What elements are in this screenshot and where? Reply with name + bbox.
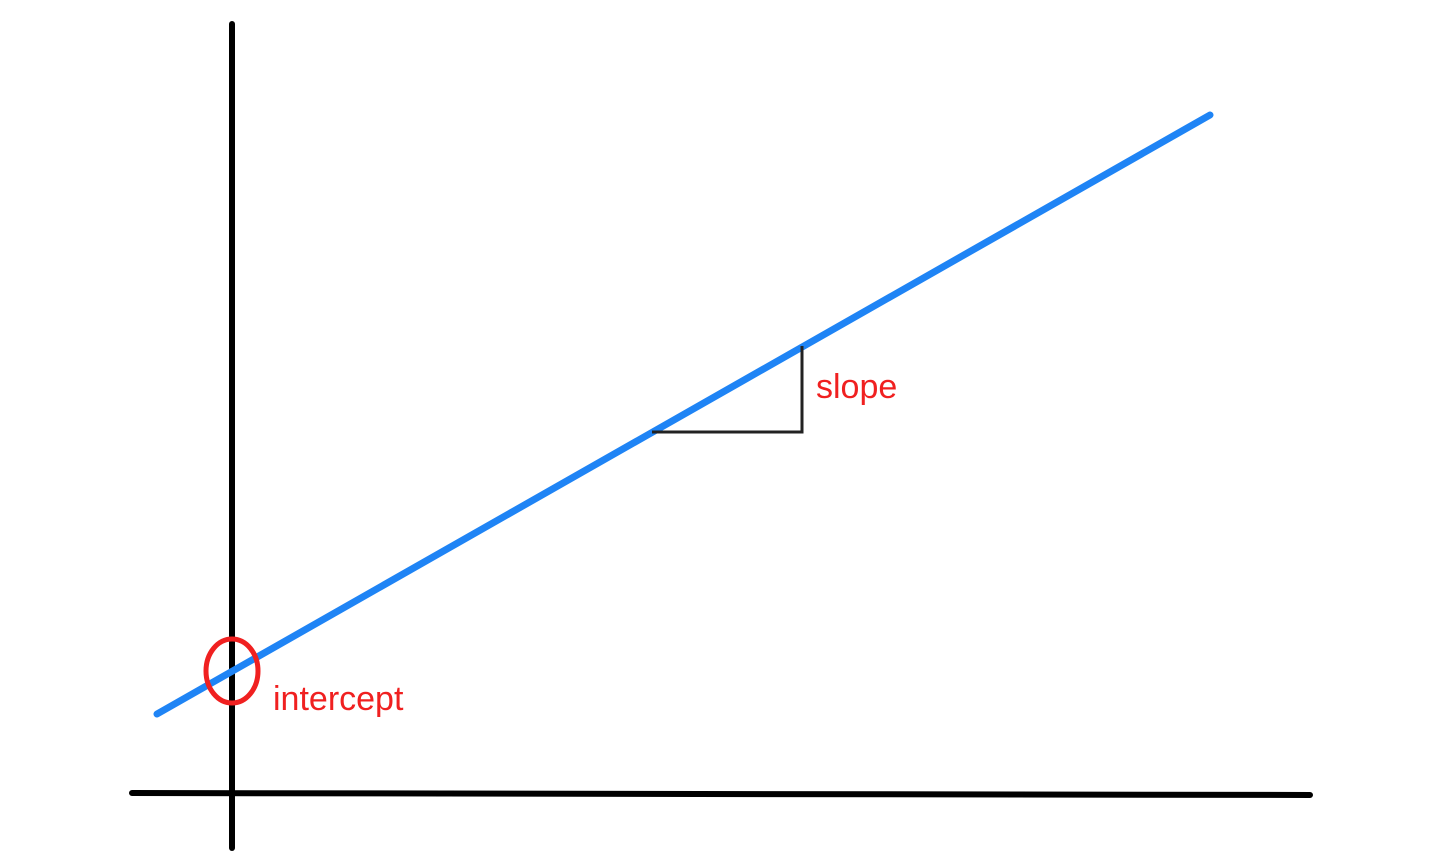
slope-triangle [652, 346, 804, 434]
x-axis [129, 790, 1313, 798]
slope-label: slope [816, 368, 897, 406]
intercept-circle [203, 636, 261, 706]
intercept-label: intercept [273, 680, 404, 718]
regression-line [153, 111, 1214, 718]
